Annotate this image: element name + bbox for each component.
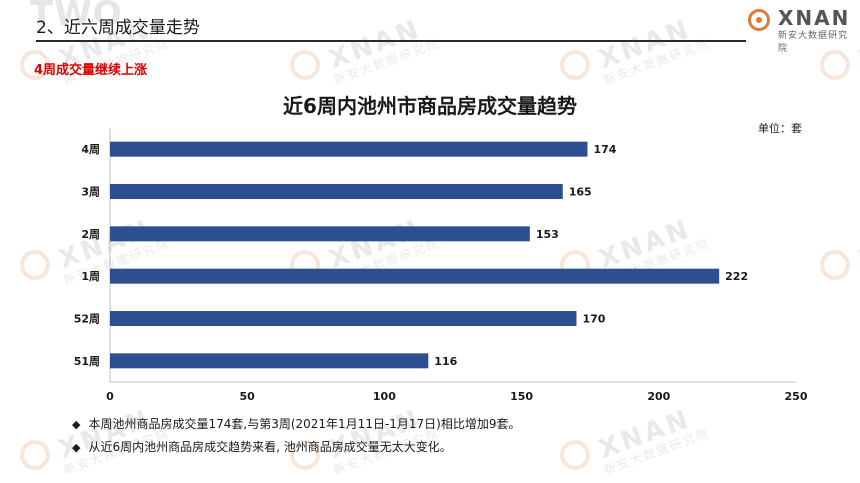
category-label: 2周 xyxy=(81,228,100,241)
note-text: 从近6周内池州商品房成交趋势来看, 池州商品房成交量无太大变化。 xyxy=(88,440,452,454)
category-label: 52周 xyxy=(74,313,100,326)
notes-list: ◆ 本周池州商品房成交量174套,与第3周(2021年1月11日-1月17日)相比… xyxy=(72,413,521,459)
section-title: 2、近六周成交量走势 xyxy=(36,18,200,38)
brand-logo: XNAN 新安大数据研究院 xyxy=(748,6,856,54)
slide-subtitle: 4周成交量继续上涨 xyxy=(34,63,148,78)
watermark-ring-icon xyxy=(820,250,850,280)
unit-label: 单位：套 xyxy=(758,122,802,135)
watermark-ring-icon xyxy=(20,50,50,80)
bar xyxy=(110,141,588,157)
x-tick-label: 50 xyxy=(240,390,256,403)
x-tick-label: 150 xyxy=(510,390,533,403)
bar xyxy=(110,268,720,284)
watermark-ring-icon xyxy=(290,440,320,470)
x-tick-label: 250 xyxy=(785,390,808,403)
diamond-bullet-icon: ◆ xyxy=(72,441,81,454)
category-label: 1周 xyxy=(81,270,100,283)
bar xyxy=(110,353,429,369)
watermark-ring-icon xyxy=(820,50,850,80)
data-label: 153 xyxy=(536,228,559,241)
watermark-ring-icon xyxy=(20,250,50,280)
note-item: ◆ 本周池州商品房成交量174套,与第3周(2021年1月11日-1月17日)相比… xyxy=(72,413,521,436)
data-label: 165 xyxy=(569,186,592,199)
logo-ring-icon xyxy=(748,9,770,31)
watermark-ring-icon xyxy=(560,50,590,80)
x-tick-label: 200 xyxy=(647,390,670,403)
background-mark: TWO xyxy=(30,0,123,34)
note-item: ◆ 从近6周内池州商品房成交趋势来看, 池州商品房成交量无太大变化。 xyxy=(72,436,521,459)
x-tick-label: 0 xyxy=(106,390,114,403)
category-label: 3周 xyxy=(81,186,100,199)
logo-text: XNAN xyxy=(778,6,851,30)
logo-subtext: 新安大数据研究院 xyxy=(778,31,849,54)
bar xyxy=(110,184,563,199)
diamond-bullet-icon: ◆ xyxy=(72,418,81,431)
watermark-ring-icon xyxy=(560,440,590,470)
data-label: 174 xyxy=(593,143,616,156)
note-text: 本周池州商品房成交量174套,与第3周(2021年1月11日-1月17日)相比增… xyxy=(88,417,521,431)
category-label: 4周 xyxy=(81,143,100,156)
x-tick-label: 100 xyxy=(373,390,396,403)
bar xyxy=(110,311,577,326)
watermark-ring-icon xyxy=(20,440,50,470)
data-label: 222 xyxy=(725,270,748,283)
chart-title: 近6周内池州市商品房成交量趋势 xyxy=(283,94,577,118)
title-divider xyxy=(36,40,746,42)
category-label: 51周 xyxy=(74,355,100,368)
bar xyxy=(110,226,530,242)
data-label: 116 xyxy=(434,355,457,368)
data-label: 170 xyxy=(582,313,605,326)
watermark-ring-icon xyxy=(290,50,320,80)
